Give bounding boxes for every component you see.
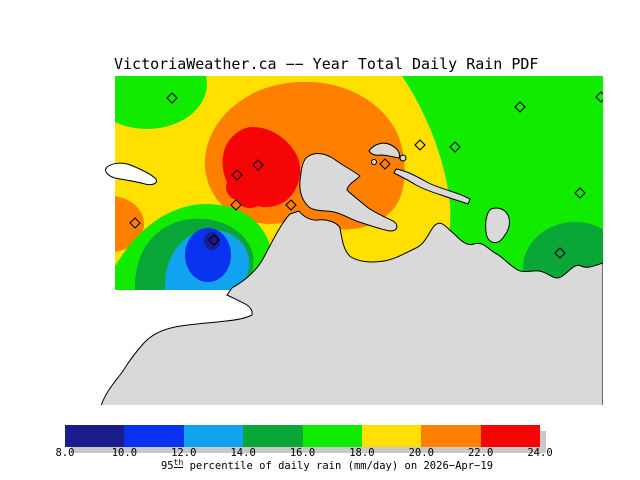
station-diamond-icon (554, 247, 566, 259)
colorbar-tick-18.0: 18.0 (349, 447, 375, 459)
landmass-layer (100, 142, 603, 405)
colorbar-segment-5 (361, 425, 422, 447)
colorbar-tick-22.0: 22.0 (467, 447, 494, 459)
islet (371, 159, 377, 165)
contour-field (115, 76, 603, 290)
station-diamond-icon (252, 159, 264, 171)
landmass-south-coast (100, 210, 603, 405)
station-diamond-icon (449, 141, 461, 153)
station-diamond-icon (129, 217, 141, 229)
contour-band-16-18-topleft-blob (115, 76, 207, 129)
caption-text: percentile of daily rain (mm/day) on 202… (183, 460, 494, 472)
island-arc (368, 142, 400, 159)
caption-ordinal-superscript: th (173, 458, 184, 468)
contour-band-22-24-max-core (222, 127, 301, 208)
station-diamond-icon (595, 91, 603, 103)
station-diamond-icon (208, 234, 220, 246)
colorbar-tick-14.0: 14.0 (230, 447, 256, 459)
station-diamond-icon (414, 139, 426, 151)
station-marker-group (129, 91, 603, 259)
colorbar-segment-4 (302, 425, 362, 447)
colorbar-segment-6 (421, 425, 481, 447)
colorbar (65, 425, 540, 447)
colorbar-tick-20.0: 20.0 (408, 447, 434, 459)
narrow-spit-chain (393, 168, 471, 205)
station-diamond-icon (285, 199, 297, 211)
station-diamond-icon (379, 158, 391, 170)
island-outline-west (105, 162, 157, 186)
colorbar-segment-0 (65, 425, 125, 447)
colorbar-tick-16.0: 16.0 (289, 447, 316, 459)
colorbar-tick-24.0: 24.0 (527, 447, 553, 459)
colorbar-tick-10.0: 10.0 (111, 447, 138, 459)
station-diamond-icon (574, 187, 586, 199)
colorbar-segment-1 (124, 425, 184, 447)
caption-number: 95 (160, 460, 174, 472)
landmass-harbour-peninsula (299, 153, 398, 232)
colorbar-caption: 95th percentile of daily rain (mm/day) o… (160, 458, 494, 472)
station-diamond-icon (514, 101, 526, 113)
colorbar-tick-12.0: 12.0 (171, 447, 197, 459)
islet (399, 154, 407, 162)
colorbar-tick-labels: 8.0 10.0 12.0 14.0 16.0 18.0 20.0 22.0 24.0 (0, 447, 640, 459)
colorbar-tick-8.0: 8.0 (55, 447, 75, 459)
station-diamond-icon (231, 169, 243, 181)
plot-title: VictoriaWeather.ca −− Year Total Daily R… (114, 55, 539, 73)
colorbar-segment-3 (243, 425, 303, 447)
colorbar-segment-7 (480, 425, 540, 447)
station-diamond-icon (230, 199, 242, 211)
colorbar-segment-2 (183, 425, 244, 447)
station-diamond-icon (166, 92, 178, 104)
island-east (485, 207, 510, 244)
